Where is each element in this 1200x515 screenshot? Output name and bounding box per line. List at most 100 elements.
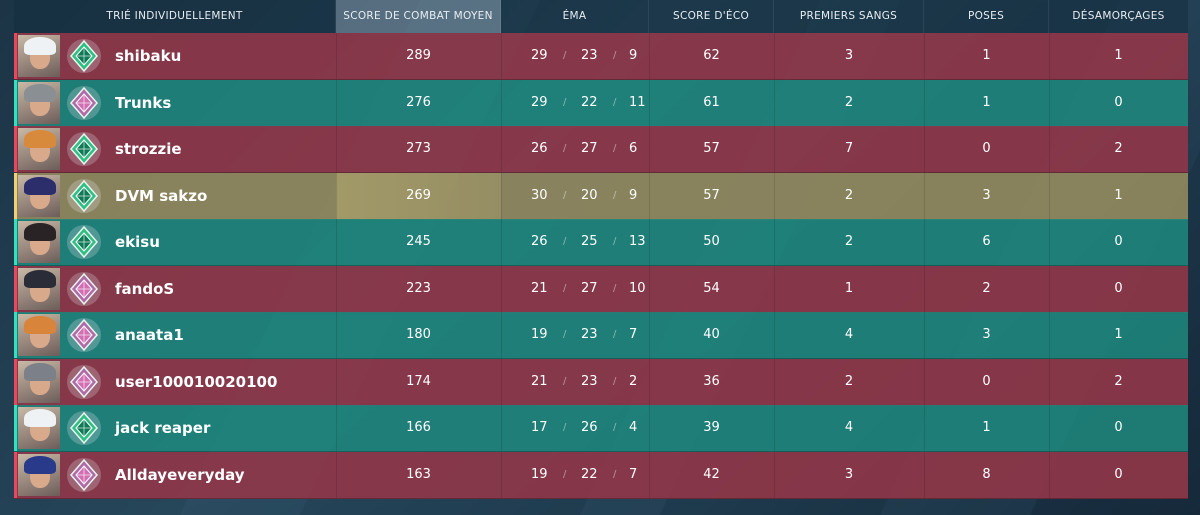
kda-separator: / — [613, 422, 617, 433]
player-name[interactable]: jack reaper — [115, 419, 211, 437]
column-divider — [649, 33, 650, 79]
acs-value: 273 — [406, 141, 431, 156]
player-row[interactable]: fandoS 223 54 1 2 0 21 / 27 / 10 — [14, 265, 1188, 313]
econ-column-header[interactable]: SCORE D'ÉCO — [649, 0, 774, 33]
column-divider — [1049, 405, 1050, 451]
plants-value: 1 — [982, 94, 991, 110]
self-highlight — [336, 172, 501, 219]
acs-value: 289 — [406, 48, 431, 63]
column-divider — [501, 219, 502, 265]
defuses-value: 2 — [1114, 141, 1123, 156]
column-divider — [649, 219, 650, 265]
player-name[interactable]: Alldayeveryday — [115, 465, 245, 484]
diamond-rank-icon — [66, 364, 102, 400]
column-divider — [649, 405, 650, 451]
emerald-rank-icon — [66, 38, 102, 74]
agent-portrait-icon — [18, 453, 60, 496]
emerald-rank-icon — [66, 410, 102, 446]
team-color-edge — [14, 405, 17, 451]
kda-separator: / — [563, 422, 567, 433]
column-divider — [924, 126, 925, 172]
player-row[interactable]: user100010020100 174 36 2 0 2 21 / 23 / 2 — [14, 358, 1188, 406]
defuses-column-header[interactable]: DÉSAMORÇAGES — [1049, 0, 1188, 33]
column-divider — [649, 172, 650, 219]
first-bloods-value: 2 — [844, 94, 854, 110]
assists-value: 10 — [629, 280, 646, 296]
deaths-value: 23 — [581, 373, 598, 389]
player-row[interactable]: strozzie 273 57 7 0 2 26 / 27 / 6 — [14, 126, 1188, 173]
diamond-rank-icon — [66, 85, 102, 121]
kda-separator: / — [563, 236, 567, 247]
deaths-value: 27 — [581, 280, 598, 296]
team-color-edge — [14, 172, 17, 219]
column-divider — [501, 265, 502, 312]
econ-value: 61 — [703, 94, 720, 110]
kda-separator: / — [613, 236, 617, 247]
player-name[interactable]: strozzie — [115, 140, 182, 158]
column-divider — [1049, 358, 1050, 405]
column-divider — [1049, 172, 1050, 219]
column-divider — [924, 451, 925, 498]
kda-value: 29 / 22 / 11 — [501, 80, 649, 126]
player-name[interactable]: shibaku — [115, 47, 182, 65]
column-divider — [501, 126, 502, 172]
acs-value: 166 — [406, 420, 431, 435]
kda-column-header[interactable]: ÉMA — [501, 0, 649, 33]
team-color-edge — [14, 312, 17, 358]
player-row[interactable]: shibaku 289 62 3 1 1 29 / 23 / 9 — [14, 33, 1188, 80]
column-divider — [501, 358, 502, 405]
kda-value: 21 / 23 / 2 — [501, 359, 649, 405]
acs-value: 245 — [406, 234, 431, 249]
kda-separator: / — [613, 329, 617, 340]
assists-value: 4 — [629, 420, 638, 435]
player-row[interactable]: Trunks 276 61 2 1 0 29 / 22 / 11 — [14, 79, 1188, 127]
player-name[interactable]: DVM sakzo — [115, 186, 208, 205]
column-divider — [924, 358, 925, 405]
plants-value: 3 — [982, 327, 991, 342]
kda-separator: / — [613, 50, 617, 61]
kills-value: 17 — [531, 420, 548, 435]
plants-value: 6 — [982, 234, 991, 249]
acs-value: 163 — [406, 466, 431, 482]
player-name[interactable]: anaata1 — [115, 326, 184, 344]
kda-value: 21 / 27 / 10 — [501, 266, 649, 312]
diamond-rank-icon — [66, 271, 102, 307]
column-divider — [924, 265, 925, 312]
kills-value: 21 — [531, 280, 548, 296]
column-divider — [501, 312, 502, 358]
player-name[interactable]: ekisu — [115, 233, 160, 251]
kda-separator: / — [563, 96, 567, 108]
plants-column-header[interactable]: POSES — [924, 0, 1049, 33]
first-bloods-column-header[interactable]: PREMIERS SANGS — [774, 0, 924, 33]
team-color-edge — [14, 451, 17, 498]
player-row[interactable]: ekisu 245 50 2 6 0 26/25/13 — [14, 219, 1188, 266]
column-divider — [774, 451, 775, 498]
player-row[interactable]: DVM sakzo 269 57 2 3 1 30 / 20 / 9 — [14, 172, 1188, 220]
deaths-value: 22 — [581, 94, 598, 110]
econ-value: 39 — [703, 420, 720, 435]
acs-value: 223 — [406, 280, 431, 296]
kda-value: 26 / 25 / 13 — [501, 219, 649, 265]
player-row[interactable]: jack reaper 166 39 4 1 0 17 / 26 / 4 — [14, 405, 1188, 452]
column-divider — [924, 79, 925, 126]
kda-value: 17 / 26 / 4 — [501, 405, 649, 451]
sort-individually-tab[interactable]: TRIÉ INDIVIDUELLEMENT — [14, 0, 336, 33]
kills-value: 26 — [531, 234, 548, 249]
assists-value: 7 — [629, 327, 638, 342]
player-row[interactable]: Alldayeveryday 163 42 3 8 0 19 / 22 / 7 — [14, 451, 1188, 499]
kills-value: 30 — [531, 187, 548, 203]
acs-column-header[interactable]: SCORE DE COMBAT MOYEN — [336, 0, 501, 33]
player-row[interactable]: anaata1 180 40 4 3 1 19 / 23 / 7 — [14, 312, 1188, 359]
column-divider — [924, 172, 925, 219]
player-name[interactable]: Trunks — [115, 93, 172, 112]
assists-value: 13 — [629, 234, 646, 249]
acs-value: 180 — [406, 327, 431, 342]
player-name[interactable]: user100010020100 — [115, 372, 278, 391]
agent-portrait-icon — [18, 267, 60, 310]
kda-value: 19 / 22 / 7 — [501, 452, 649, 498]
column-divider — [336, 358, 337, 405]
team-color-edge — [14, 33, 17, 79]
player-name[interactable]: fandoS — [115, 279, 175, 298]
column-divider — [336, 405, 337, 451]
first-bloods-value: 7 — [844, 141, 854, 156]
